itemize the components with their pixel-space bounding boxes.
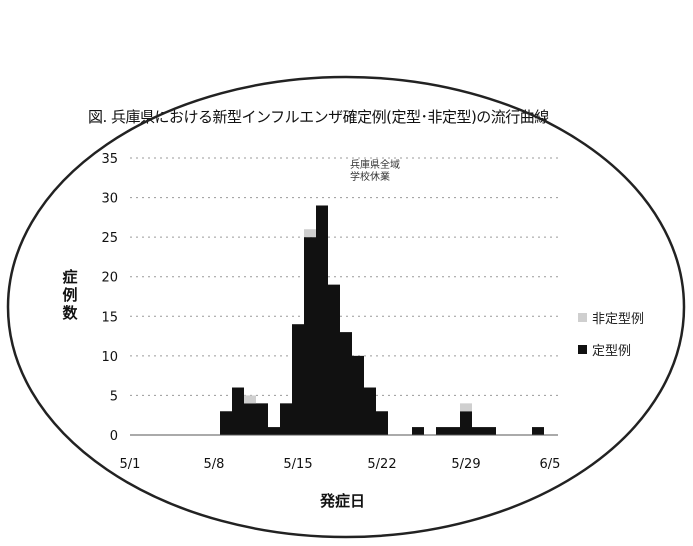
bar-typical [316, 205, 328, 435]
x-tick-label: 5/1 [120, 457, 141, 472]
bar-typical [304, 237, 316, 435]
bar-typical [436, 427, 448, 435]
chart-title: 図. 兵庫県における新型インフルエンザ確定例(定型･非定型)の流行曲線 [88, 108, 549, 126]
oval-outline [6, 75, 686, 539]
school-closure-annotation: 兵庫県全域 学校休業 [350, 160, 400, 183]
y-tick-label: 20 [101, 271, 118, 286]
bar-typical [472, 427, 484, 435]
legend-item-atypical: 非定型例 [578, 306, 644, 328]
bar-typical [244, 403, 256, 435]
bar-atypical [460, 403, 472, 412]
x-tick-label: 5/22 [367, 457, 396, 472]
x-tick-label: 5/29 [451, 457, 480, 472]
bar-layer [220, 205, 544, 435]
bar-atypical [304, 229, 316, 238]
bar-typical [532, 427, 544, 435]
bar-atypical [244, 395, 256, 404]
bar-typical [232, 387, 244, 435]
bar-typical [292, 324, 304, 435]
y-tick-label: 10 [101, 350, 118, 365]
bar-typical [460, 411, 472, 435]
bar-typical [280, 403, 292, 435]
bar-typical [376, 411, 388, 435]
legend-label-typical: 定型例 [592, 343, 632, 359]
bar-typical [220, 411, 232, 435]
bar-typical [340, 332, 352, 435]
x-tick-label: 5/15 [283, 457, 312, 472]
legend-item-typical: 定型例 [578, 338, 644, 360]
y-axis-label: 症例数 [62, 268, 78, 322]
bar-typical [352, 355, 364, 435]
x-axis-label: 発症日 [320, 492, 366, 510]
legend-label-atypical: 非定型例 [592, 311, 645, 327]
bar-typical [412, 427, 424, 435]
y-tick-label: 25 [101, 231, 118, 246]
legend-swatch-atypical [578, 312, 587, 322]
y-tick-label: 35 [101, 152, 118, 167]
bar-typical [328, 284, 340, 435]
y-tick-label: 15 [101, 310, 118, 325]
bar-typical [484, 427, 496, 435]
legend-swatch-typical [578, 344, 587, 354]
axis-layer: 0 5 10 15 20 25 30 35 5/1 5/8 5/15 5/22 5/29 6/5 [101, 152, 560, 472]
x-tick-label: 5/8 [204, 457, 225, 472]
bar-typical [268, 427, 280, 435]
legend: 非定型例 定型例 [578, 306, 644, 370]
y-tick-label: 0 [110, 429, 118, 444]
y-tick-label: 30 [101, 192, 118, 207]
bar-typical [256, 403, 268, 435]
y-tick-label: 5 [110, 389, 118, 404]
bar-typical [448, 427, 460, 435]
bar-typical [364, 387, 376, 435]
x-tick-label: 6/5 [540, 457, 561, 472]
